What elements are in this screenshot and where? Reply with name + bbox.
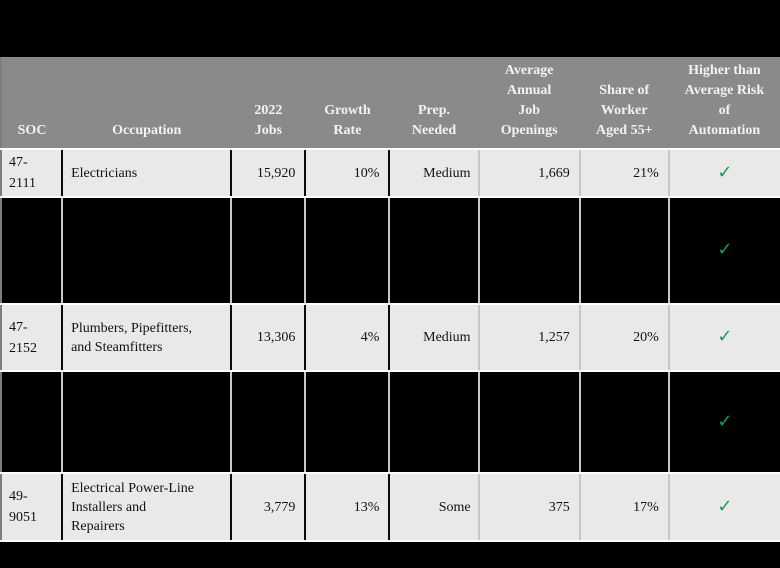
cell-avg-annual-openings-redacted	[478, 197, 581, 305]
cell-share-55: 20%	[579, 304, 670, 372]
cell-share-55: 17%	[579, 473, 670, 542]
cell-prep-needed-redacted	[389, 371, 480, 474]
cell-2022-jobs: 3,779	[231, 473, 307, 542]
table-row-plumbers: 47-2152 Plumbers, Pipefitters, and Steam…	[1, 304, 780, 372]
table-row-powerline-installers: 49-9051 Electrical Power-Line Installers…	[1, 473, 780, 542]
cell-avg-annual-openings-redacted	[478, 371, 581, 474]
table-row-redacted: ✓	[1, 371, 780, 474]
table-header-row: SOC Occupation 2022 Jobs Growth Rate Pre…	[1, 57, 780, 150]
cell-avg-annual-openings: 1,669	[478, 149, 581, 198]
header-cell-prep-needed: Prep. Needed	[389, 57, 479, 150]
cell-avg-annual-openings: 1,257	[478, 304, 581, 372]
cell-2022-jobs-redacted	[231, 371, 307, 474]
cell-prep-needed: Some	[389, 473, 480, 542]
cell-occupation-redacted	[62, 197, 233, 305]
header-cell-share-55: Share of Worker Aged 55+	[579, 57, 669, 150]
cell-growth-rate-redacted	[305, 371, 391, 474]
header-cell-avg-annual-openings: Average Annual Job Openings	[478, 57, 580, 150]
header-cell-automation-risk: Higher than Average Risk of Automation	[668, 57, 780, 150]
cell-share-55: 21%	[579, 149, 670, 198]
cell-prep-needed: Medium	[389, 304, 480, 372]
cell-occupation: Plumbers, Pipefitters, and Steamfitters	[62, 304, 233, 372]
cell-growth-rate: 10%	[305, 149, 391, 198]
cell-2022-jobs: 13,306	[231, 304, 307, 372]
header-cell-soc: SOC	[1, 57, 63, 150]
cell-soc: 49-9051	[1, 473, 64, 542]
table-row-redacted: ✓	[1, 197, 780, 305]
checkmark-icon: ✓	[717, 495, 733, 517]
cell-soc: 47-2111	[1, 149, 64, 198]
header-cell-2022-jobs: 2022 Jobs	[231, 57, 306, 150]
cell-occupation: Electrical Power-Line Installers and Rep…	[62, 473, 233, 542]
cell-growth-rate: 13%	[305, 473, 391, 542]
header-cell-growth-rate: Growth Rate	[305, 57, 390, 150]
cell-growth-rate: 4%	[305, 304, 391, 372]
cell-share-55-redacted	[579, 371, 670, 474]
cell-automation-risk: ✓	[668, 149, 780, 198]
cell-soc-redacted	[1, 197, 64, 305]
cell-2022-jobs-redacted	[231, 197, 307, 305]
cell-share-55-redacted	[579, 197, 670, 305]
cell-occupation-redacted	[62, 371, 233, 474]
cell-prep-needed-redacted	[389, 197, 480, 305]
checkmark-icon: ✓	[717, 410, 733, 432]
checkmark-icon: ✓	[717, 161, 733, 183]
cell-2022-jobs: 15,920	[231, 149, 307, 198]
header-cell-occupation: Occupation	[62, 57, 232, 150]
occupations-table: SOC Occupation 2022 Jobs Growth Rate Pre…	[0, 57, 780, 542]
cell-soc: 47-2152	[1, 304, 64, 372]
cell-growth-rate-redacted	[305, 197, 391, 305]
cell-occupation: Electricians	[62, 149, 233, 198]
cell-prep-needed: Medium	[389, 149, 480, 198]
checkmark-icon: ✓	[717, 239, 733, 260]
cell-automation-risk: ✓	[668, 304, 780, 372]
occupations-table-wrap: SOC Occupation 2022 Jobs Growth Rate Pre…	[0, 57, 780, 542]
cell-automation-risk: ✓	[668, 197, 780, 305]
cell-automation-risk: ✓	[668, 473, 780, 542]
checkmark-icon: ✓	[717, 326, 733, 347]
cell-automation-risk: ✓	[668, 371, 780, 474]
table-row-electricians: 47-2111 Electricians 15,920 10% Medium 1…	[1, 149, 780, 198]
cell-soc-redacted	[1, 371, 64, 474]
cell-avg-annual-openings: 375	[478, 473, 581, 542]
